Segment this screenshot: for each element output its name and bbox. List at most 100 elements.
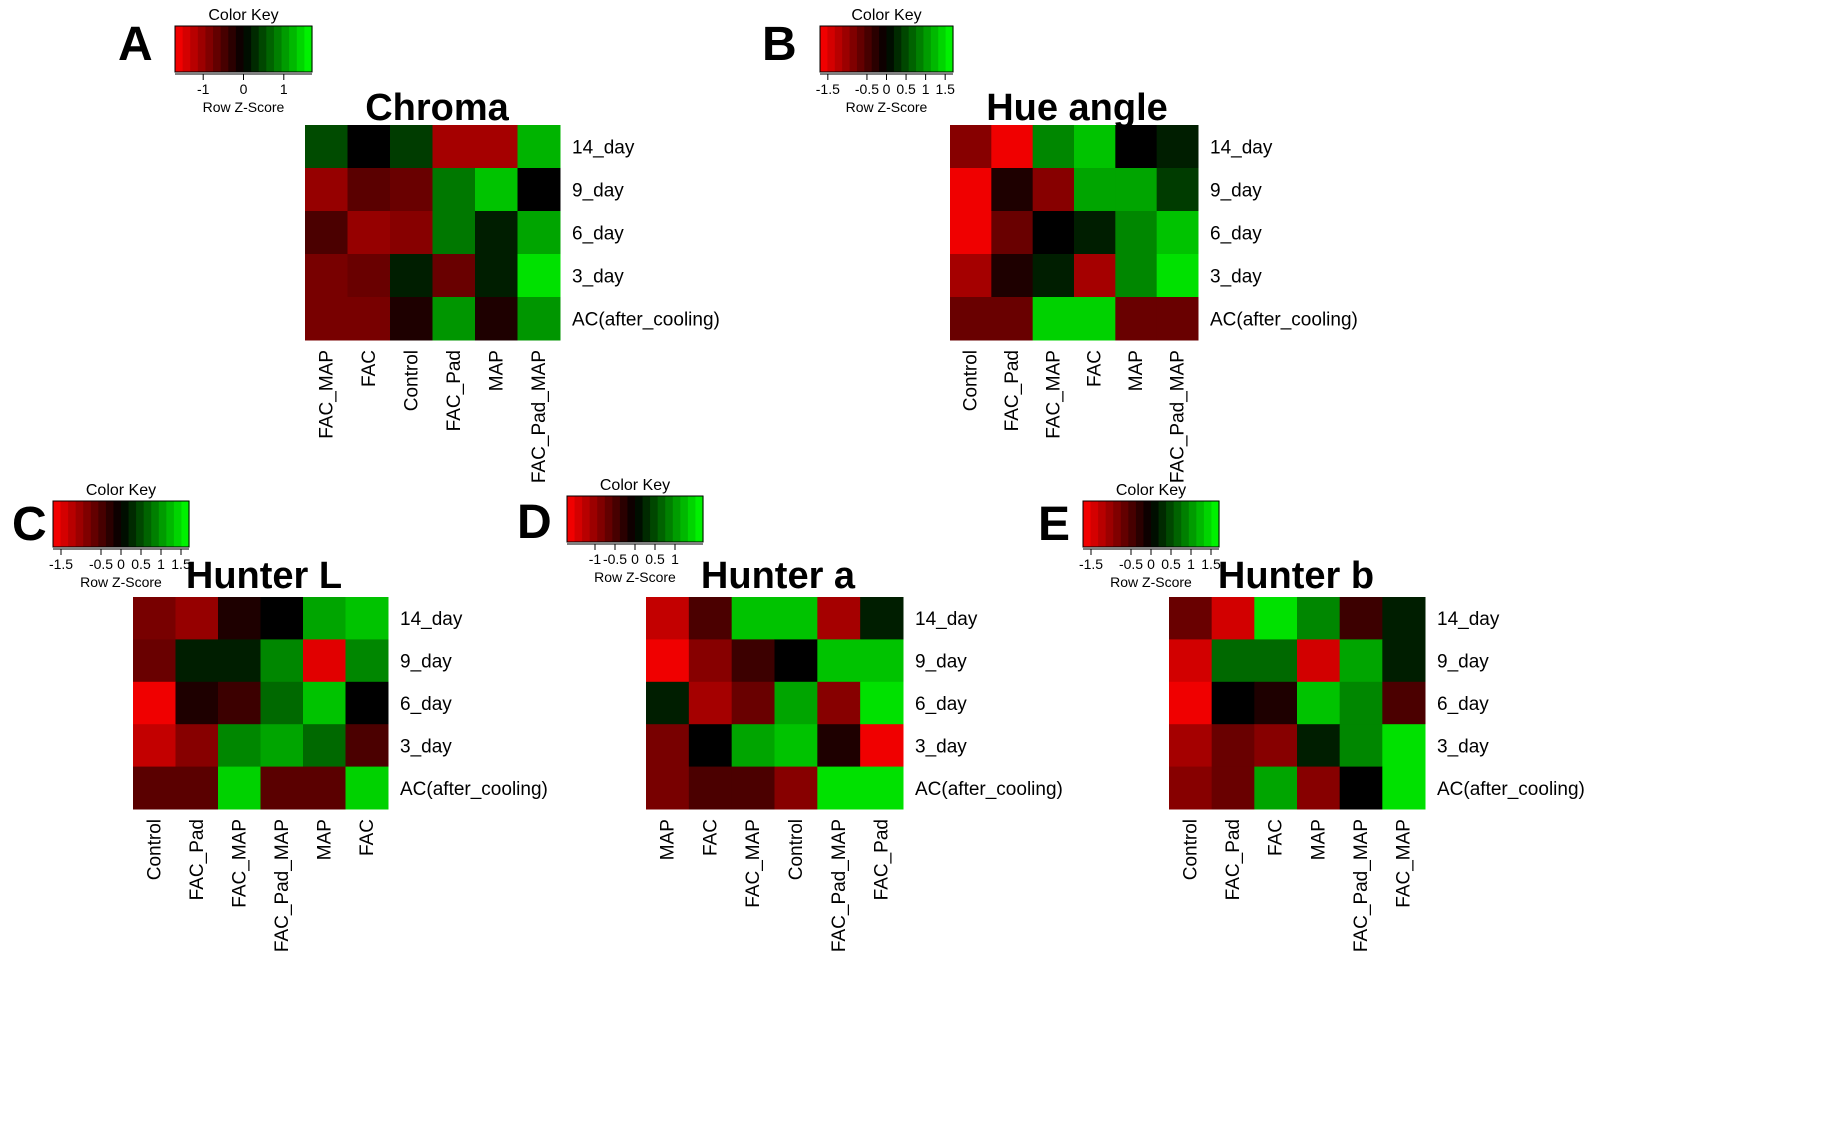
heatmap-cell (1297, 724, 1341, 768)
heatmap-cell (646, 766, 690, 810)
column-label: Control (401, 350, 422, 411)
heatmap-cell (1211, 766, 1255, 810)
column-label: FAC_MAP (743, 819, 764, 908)
color-key-frame (819, 25, 954, 73)
heatmap-cell (1382, 681, 1426, 725)
heatmap-cell (774, 597, 818, 640)
row-label: 14_day (1437, 609, 1500, 630)
color-key-band (1098, 501, 1107, 547)
color-key: Color Key -1.5 -0.5 0 0.5 1 1.5 Row Z-Score (816, 7, 955, 115)
heatmap-cell (817, 681, 861, 725)
color-key-tick-label: 0 (117, 556, 125, 572)
heatmap-cell (1339, 766, 1383, 810)
heatmap-cell (991, 297, 1034, 341)
heatmap-cell (1156, 168, 1199, 212)
color-key-band (650, 496, 659, 542)
color-key-subtitle: Row Z-Score (594, 569, 676, 585)
heatmap-cell (303, 597, 346, 640)
heatmap-cell (1169, 766, 1213, 810)
color-key-band (612, 496, 621, 542)
color-key-band (893, 26, 902, 72)
heatmap-cell (1169, 597, 1213, 640)
column-label: FAC_Pad_MAP (1351, 819, 1372, 952)
column-label: FAC_Pad (187, 819, 208, 900)
color-key-title: Color Key (851, 7, 921, 24)
heatmap-cell (1074, 297, 1116, 341)
heatmap-cell (1115, 211, 1158, 255)
color-key-band (582, 496, 591, 542)
heatmap-cell (991, 168, 1034, 212)
column-label: FAC_MAP (316, 350, 337, 439)
heatmap-cell (1156, 211, 1199, 255)
heatmap-cell (774, 681, 818, 725)
color-key-band (121, 501, 130, 547)
heatmap-cell (1297, 597, 1341, 640)
column-label: FAC_Pad_MAP (272, 819, 293, 952)
heatmap-cell (345, 681, 389, 725)
color-key-band (864, 26, 873, 72)
heatmap-cell (175, 766, 219, 810)
heatmap-cell (688, 597, 733, 640)
color-key-band (879, 26, 888, 72)
heatmap-cell (133, 681, 176, 725)
heatmap-cell (305, 211, 348, 255)
color-key-tick-label: 0.5 (1161, 556, 1181, 572)
color-key-band (1128, 501, 1137, 547)
heatmap-cell (218, 766, 261, 810)
color-key-tick-label: 1 (157, 556, 165, 572)
color-key-band (205, 26, 214, 72)
heatmap-cell (475, 211, 518, 255)
heatmap-cell (1254, 597, 1298, 640)
heatmap-cell (731, 681, 775, 725)
color-key-band (273, 26, 283, 72)
heatmap-cell (1339, 681, 1383, 725)
column-label: FAC_MAP (1394, 819, 1415, 908)
color-key-tick-label: 1 (1187, 556, 1195, 572)
heatmap-cell (1211, 724, 1255, 768)
row-label: AC(after_cooling) (1210, 310, 1358, 331)
heatmap-cell (175, 639, 219, 683)
color-key-band (281, 26, 290, 72)
heatmap-cell (347, 125, 391, 169)
color-key-band (175, 26, 184, 72)
color-key-band (687, 496, 697, 542)
heatmap-cell (646, 597, 690, 640)
row-label: 14_day (572, 138, 635, 159)
heatmap-cell (1211, 639, 1255, 683)
row-label: 6_day (915, 694, 967, 715)
color-key-tick-label: 0.5 (131, 556, 151, 572)
column-label: FAC_MAP (229, 819, 250, 908)
panel-letter: C (12, 498, 47, 551)
color-key-band (266, 26, 275, 72)
color-key-band (871, 26, 880, 72)
column-label: FAC_MAP (1043, 350, 1064, 439)
heatmap-cell (860, 639, 904, 683)
color-key-band (1211, 501, 1220, 547)
column-label: MAP (314, 819, 335, 860)
color-key-band (1143, 501, 1152, 547)
heatmap-cell (305, 125, 348, 169)
color-key-band (597, 496, 606, 542)
row-label: 9_day (572, 181, 624, 202)
heatmap-cell (260, 724, 304, 768)
color-key-band (1083, 501, 1092, 547)
color-key-band (1196, 501, 1205, 547)
column-label: MAP (1308, 819, 1329, 860)
heatmap-cell (303, 724, 346, 768)
heatmap-cell (1115, 125, 1158, 169)
color-key-band (1090, 501, 1099, 547)
heatmap-cell (218, 681, 261, 725)
heatmap-cell (1074, 211, 1116, 255)
color-key-band (83, 501, 92, 547)
color-key-band (1173, 501, 1182, 547)
heatmap-cell (1032, 168, 1075, 212)
row-label: 3_day (915, 736, 967, 757)
heatmap-cell (1032, 211, 1075, 255)
color-key-band (604, 496, 613, 542)
column-label: Control (144, 819, 165, 880)
heatmap-cell (860, 597, 904, 640)
heatmap-cell (1032, 254, 1075, 298)
color-key-subtitle: Row Z-Score (846, 99, 928, 115)
color-key-band (1113, 501, 1122, 547)
color-key-band (657, 496, 666, 542)
